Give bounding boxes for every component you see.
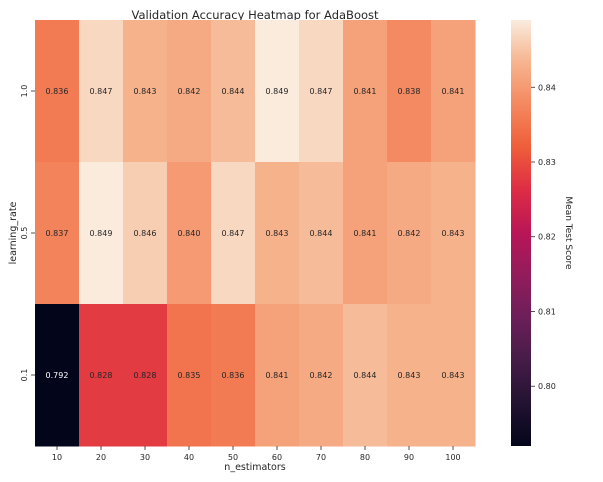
x-axis-label: n_estimators [224, 462, 285, 473]
cell-value-label: 0.849 [90, 229, 113, 238]
x-tick-label: 60 [272, 453, 282, 462]
cell-value-label: 0.792 [46, 371, 69, 380]
heatmap-cell [343, 20, 388, 163]
heatmap-cell [167, 162, 212, 305]
x-tick-label: 50 [228, 453, 238, 462]
heatmap-cell [123, 162, 168, 305]
y-axis-label: learning_rate [8, 201, 19, 264]
heatmap-cell [167, 20, 212, 163]
cell-value-label: 0.844 [222, 87, 245, 96]
y-axis-ticks: 1.0 0.5 0.1 [20, 85, 35, 382]
y-tick-label: 0.5 [20, 227, 29, 240]
x-axis-ticks: 10 20 30 40 50 60 70 80 90 100 [52, 446, 461, 462]
cell-value-label: 0.844 [310, 229, 333, 238]
cell-value-label: 0.847 [310, 87, 333, 96]
heatmap-cell [211, 20, 256, 163]
heatmap-cell [255, 162, 300, 305]
cell-value-label: 0.843 [266, 229, 289, 238]
cell-value-label: 0.843 [398, 371, 421, 380]
colorbar-tick-label: 0.80 [538, 382, 556, 391]
cell-value-label: 0.842 [310, 371, 333, 380]
x-tick-label: 20 [96, 453, 106, 462]
heatmap-cell [35, 20, 80, 163]
heatmap-cell [387, 304, 432, 447]
heatmap-cell [387, 162, 432, 305]
heatmap-cell [79, 162, 124, 305]
heatmap-cell [123, 20, 168, 163]
cell-value-label: 0.828 [134, 371, 157, 380]
heatmap-cell [35, 162, 80, 305]
cell-value-label: 0.846 [134, 229, 157, 238]
heatmap-cell [35, 304, 80, 447]
cell-value-label: 0.840 [178, 229, 201, 238]
y-tick-label: 0.1 [20, 369, 29, 382]
colorbar-tick-label: 0.84 [538, 83, 556, 92]
colorbar-tick-label: 0.83 [538, 158, 556, 167]
cell-value-label: 0.842 [398, 229, 421, 238]
heatmap-cell [167, 304, 212, 447]
cell-value-label: 0.841 [442, 87, 465, 96]
colorbar [511, 20, 531, 446]
heatmap-cell [299, 162, 344, 305]
heatmap-cell [343, 162, 388, 305]
colorbar-tick-label: 0.82 [538, 233, 556, 242]
colorbar-ticks: 0.80 0.81 0.82 0.83 0.84 [531, 83, 556, 391]
heatmap-cell [431, 20, 476, 163]
chart-title: Validation Accuracy Heatmap for AdaBoost [131, 8, 379, 22]
colorbar-tick-label: 0.81 [538, 307, 556, 316]
heatmap-cell [343, 304, 388, 447]
cell-value-label: 0.835 [178, 371, 201, 380]
heatmap-cell-labels: 0.836 0.847 0.843 0.842 0.844 0.849 0.847 0.841… [46, 87, 465, 380]
heatmap-cell [79, 20, 124, 163]
y-tick-label: 1.0 [20, 85, 29, 98]
cell-value-label: 0.841 [266, 371, 289, 380]
x-tick-label: 100 [445, 453, 460, 462]
heatmap-cells [35, 20, 476, 447]
cell-value-label: 0.843 [134, 87, 157, 96]
cell-value-label: 0.842 [178, 87, 201, 96]
heatmap-cell [299, 304, 344, 447]
cell-value-label: 0.828 [90, 371, 113, 380]
heatmap-cell [431, 162, 476, 305]
x-tick-label: 70 [316, 453, 326, 462]
heatmap-cell [211, 162, 256, 305]
x-tick-label: 90 [404, 453, 414, 462]
cell-value-label: 0.843 [442, 371, 465, 380]
cell-value-label: 0.849 [266, 87, 289, 96]
cell-value-label: 0.837 [46, 229, 69, 238]
cell-value-label: 0.844 [354, 371, 377, 380]
cell-value-label: 0.841 [354, 87, 377, 96]
cell-value-label: 0.836 [222, 371, 245, 380]
x-tick-label: 40 [184, 453, 194, 462]
heatmap-cell [299, 20, 344, 163]
heatmap-cell [387, 20, 432, 163]
cell-value-label: 0.841 [354, 229, 377, 238]
x-tick-label: 80 [360, 453, 370, 462]
heatmap-cell [255, 20, 300, 163]
heatmap-cell [431, 304, 476, 447]
x-tick-label: 30 [140, 453, 150, 462]
cell-value-label: 0.838 [398, 87, 421, 96]
cell-value-label: 0.847 [90, 87, 113, 96]
cell-value-label: 0.843 [442, 229, 465, 238]
colorbar-label: Mean Test Score [563, 196, 573, 270]
x-tick-label: 10 [52, 453, 62, 462]
heatmap-cell [211, 304, 256, 447]
cell-value-label: 0.847 [222, 229, 245, 238]
cell-value-label: 0.836 [46, 87, 69, 96]
heatmap-cell [79, 304, 124, 447]
heatmap-cell [255, 304, 300, 447]
heatmap-cell [123, 304, 168, 447]
